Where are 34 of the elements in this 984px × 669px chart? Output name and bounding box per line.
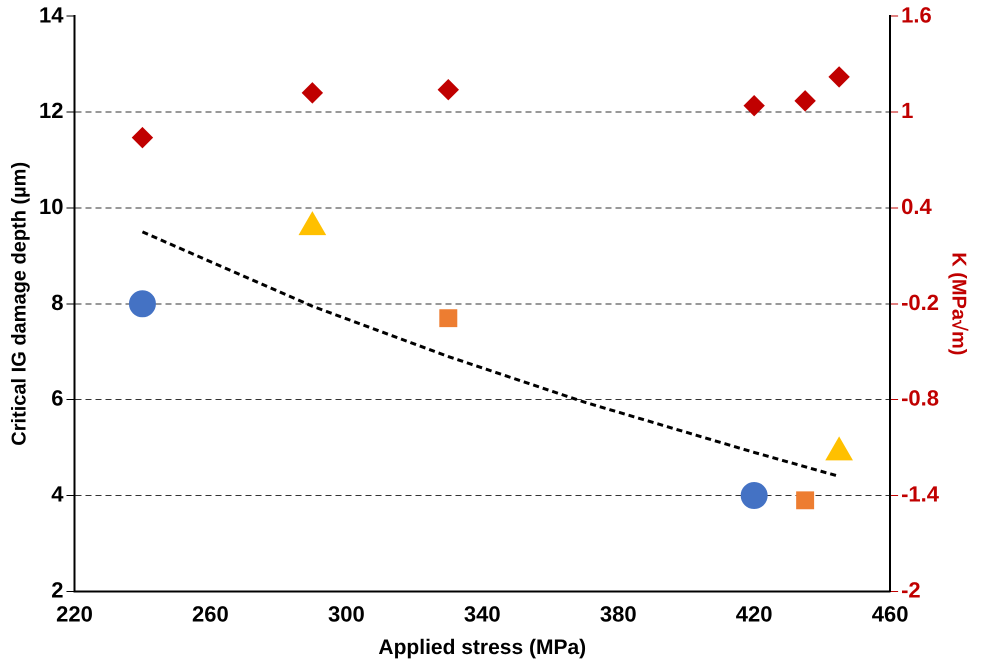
y-tick-label: 14: [38, 2, 64, 28]
point: [439, 309, 458, 328]
point: [794, 90, 816, 112]
point: [302, 82, 323, 104]
y2-tick-label: -0.8: [901, 386, 940, 411]
x-axis-title: Applied stress (MPa): [378, 636, 586, 660]
x-tick-label: 420: [736, 602, 773, 627]
x-tick-label: 220: [56, 602, 93, 627]
x-tick-label: 340: [464, 602, 501, 627]
y-tick-label: 12: [38, 98, 64, 124]
x-tick-label: 300: [328, 602, 365, 627]
x-tick-label: 380: [600, 602, 637, 627]
y-axis-title: Critical IG damage depth (µm): [8, 162, 31, 446]
x-tick-label: 460: [872, 602, 908, 627]
y-tick-label: 2: [51, 577, 64, 602]
y-tick-label: 8: [51, 290, 64, 315]
y2-tick-label: -2: [901, 577, 921, 602]
y2-tick-label: 1: [901, 98, 914, 124]
point: [128, 290, 156, 318]
y2-tick-label: 1.6: [901, 2, 932, 28]
point: [828, 66, 850, 88]
y-tick-label: 10: [38, 194, 64, 219]
y2-axis-title: K (MPa√m): [947, 252, 970, 356]
point: [438, 79, 459, 100]
point: [796, 491, 814, 510]
point: [744, 95, 765, 116]
point: [740, 482, 768, 510]
x-tick-label: 260: [192, 602, 229, 627]
y2-tick-label: 0.4: [901, 194, 932, 219]
point: [132, 127, 153, 148]
y2-tick-label: -0.2: [901, 290, 940, 315]
y-tick-label: 6: [51, 386, 64, 411]
y2-tick-label: -1.4: [901, 482, 940, 507]
y-tick-label: 4: [51, 482, 64, 507]
